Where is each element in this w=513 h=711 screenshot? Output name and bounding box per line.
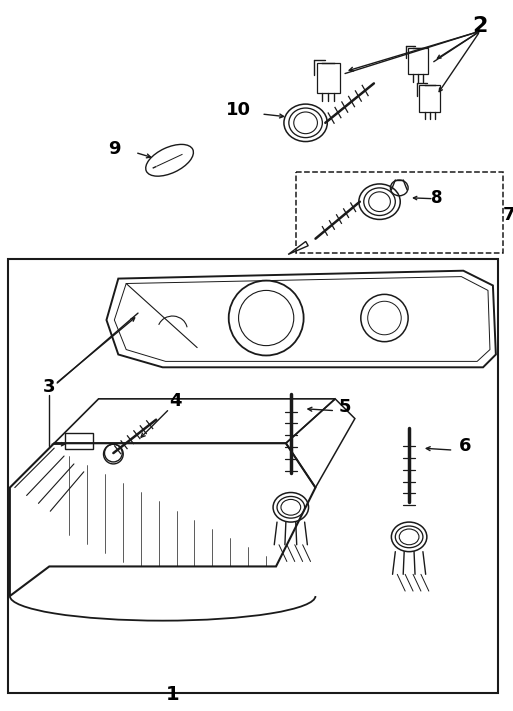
Text: 3: 3 [43, 378, 55, 396]
Text: 4: 4 [169, 392, 182, 410]
Text: 5: 5 [339, 397, 351, 416]
Bar [8, 259, 498, 693]
Text: 10: 10 [226, 101, 251, 119]
Bar [65, 434, 93, 449]
Bar [420, 85, 440, 112]
Text: 2: 2 [472, 16, 488, 36]
Text: 9: 9 [108, 141, 121, 159]
Text: 8: 8 [431, 188, 443, 207]
Text: 1: 1 [166, 685, 180, 704]
Text: 6: 6 [459, 437, 471, 455]
Bar [295, 172, 503, 253]
Bar [317, 63, 340, 92]
Text: 7: 7 [502, 205, 513, 223]
Bar [408, 48, 428, 75]
